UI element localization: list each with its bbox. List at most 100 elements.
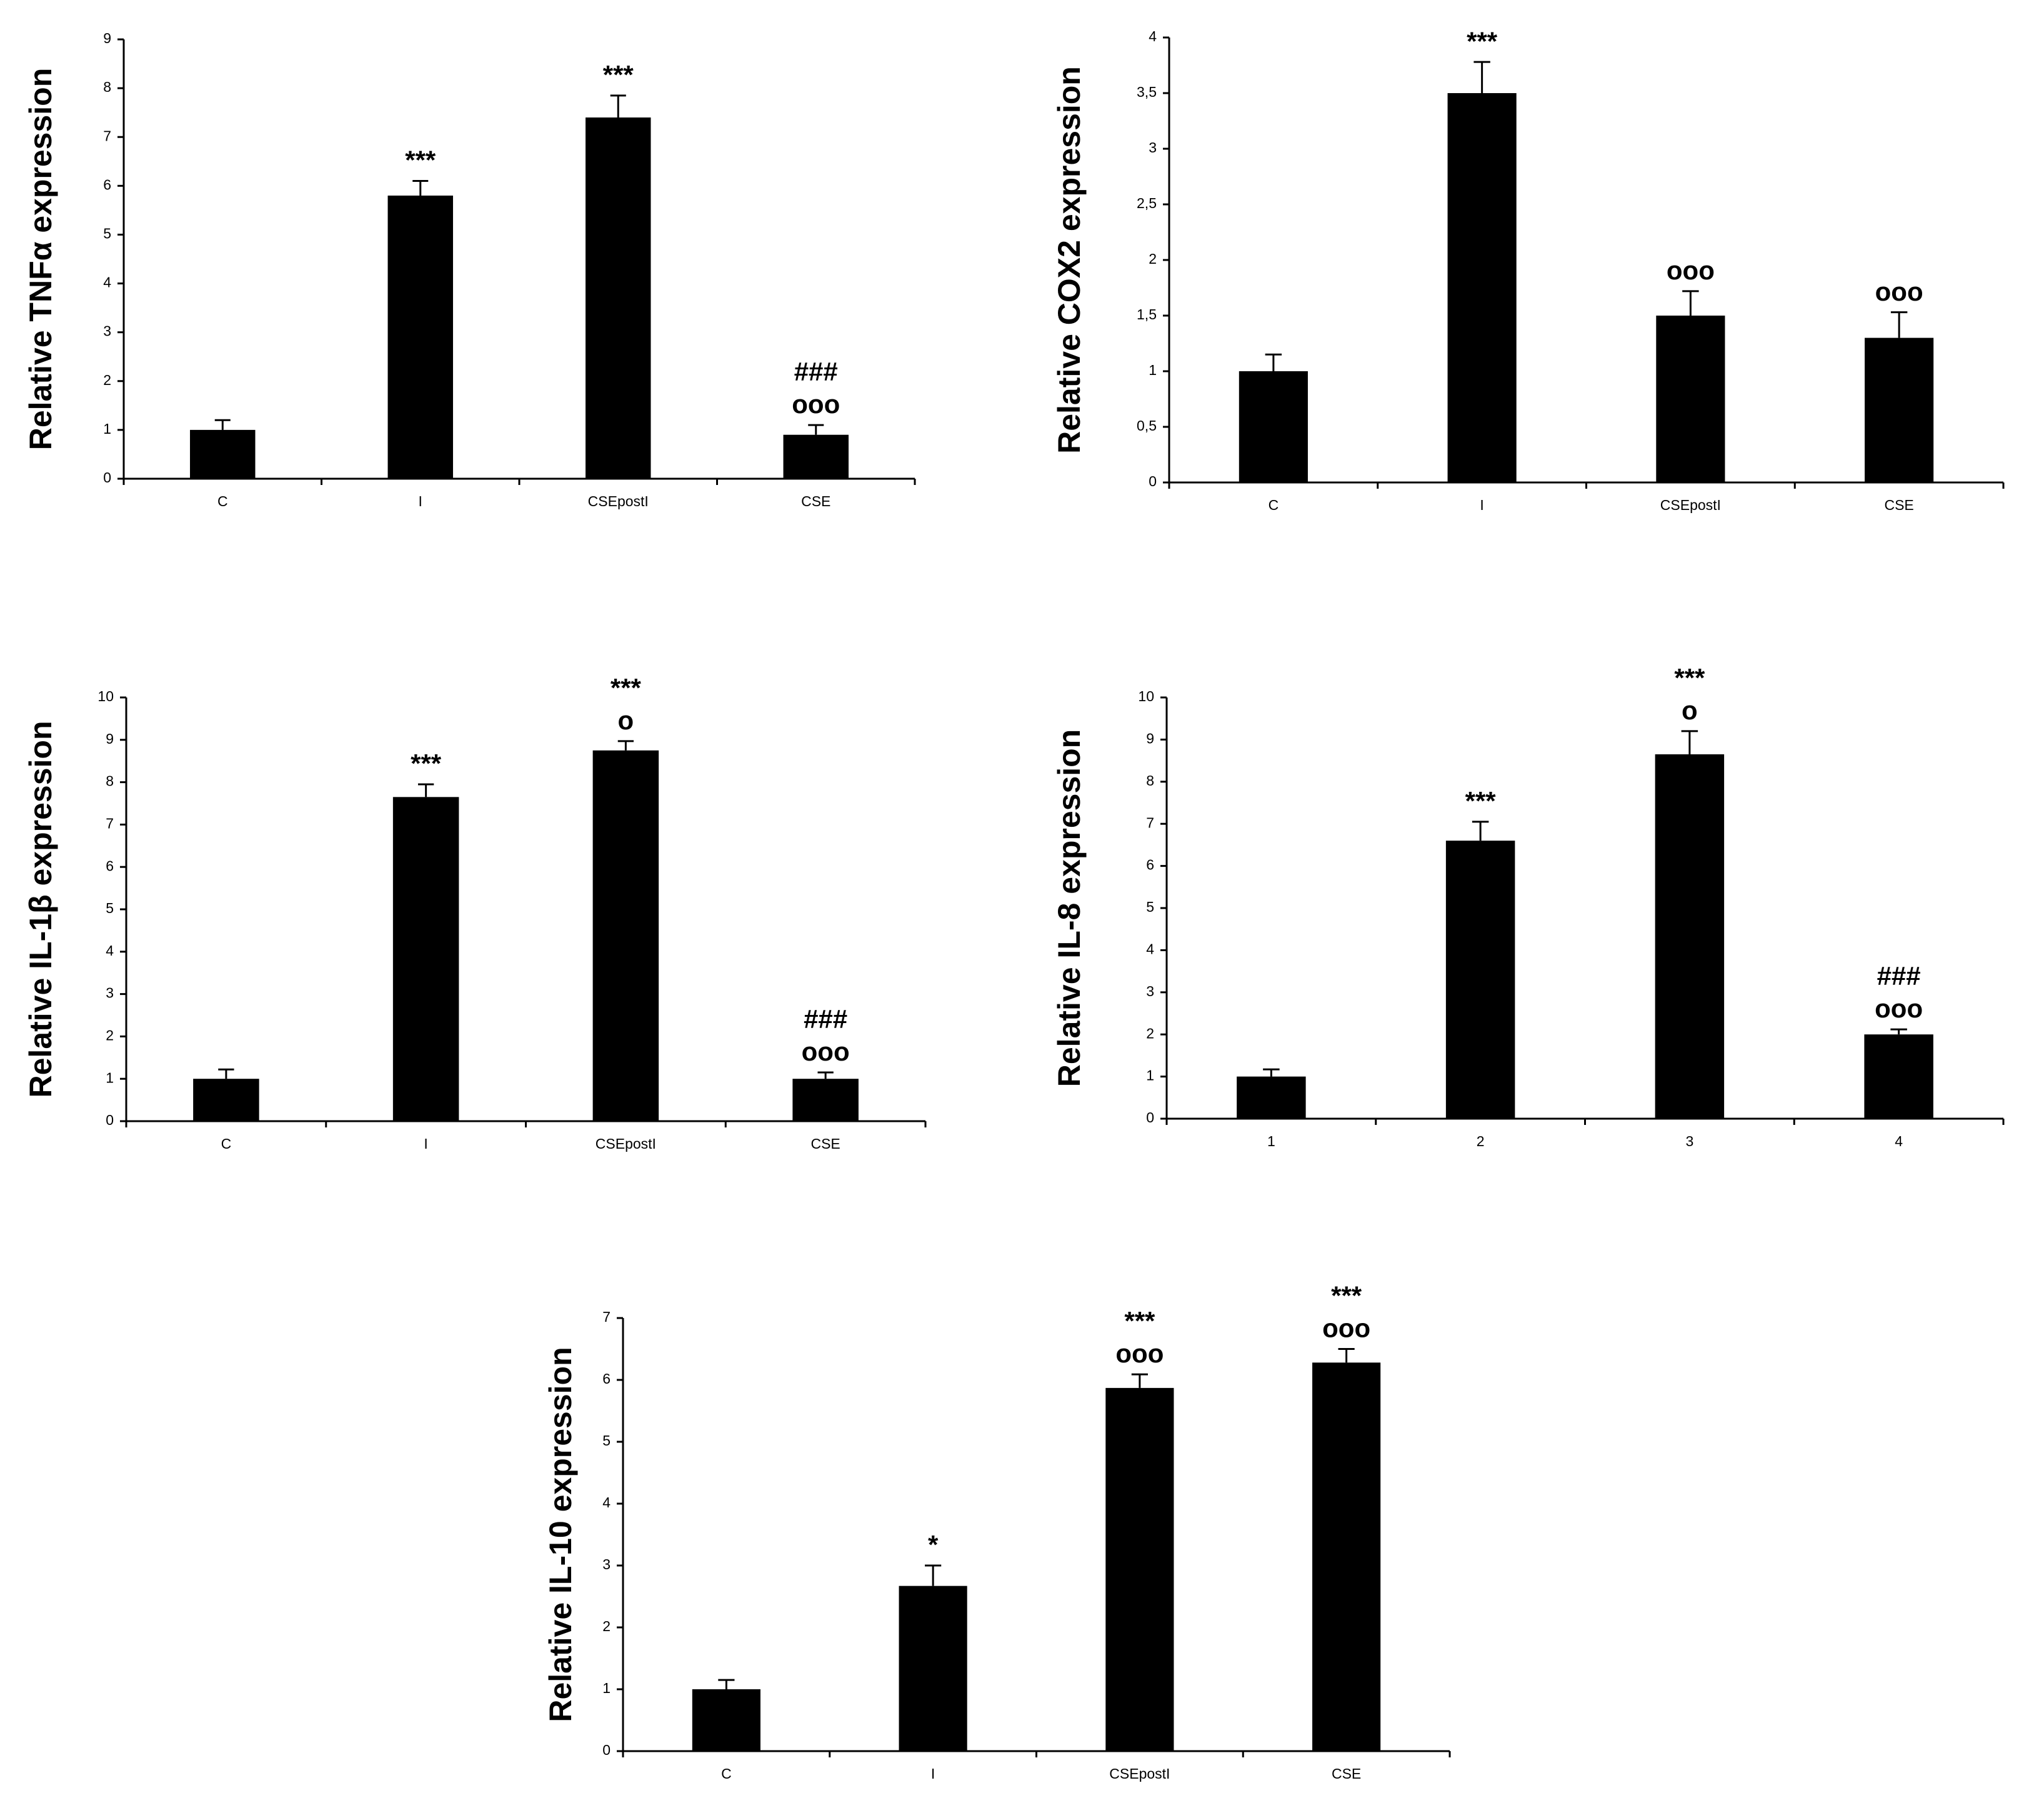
y-tick-label: 8: [106, 773, 114, 789]
bar: [1447, 93, 1517, 482]
y-tick-label: 2: [602, 1618, 611, 1634]
y-tick-label: 0: [103, 469, 111, 486]
significance-mark: ***: [603, 60, 634, 89]
significance-mark: o: [1682, 696, 1698, 725]
y-tick-label: 5: [106, 900, 114, 916]
y-tick-label: 5: [1146, 899, 1154, 915]
y-tick-label: 3: [1149, 139, 1157, 156]
significance-mark: ###: [804, 1004, 847, 1034]
chart: Relative COX2 expression 0 0,5 1 1,5 2 2,5 3 3,5…: [1052, 26, 2005, 513]
x-tick-label: CSE: [810, 1136, 840, 1152]
y-tick-label: 7: [602, 1309, 611, 1325]
x-tick-label: C: [221, 1136, 232, 1152]
significance-mark: *: [928, 1530, 939, 1559]
y-tick-label: 1: [103, 421, 111, 437]
x-tick-label: C: [1269, 497, 1279, 513]
y-tick-label: 10: [97, 688, 114, 704]
x-tick-label: 1: [1267, 1133, 1275, 1149]
chart: Relative TNFα expression 0 1 2 3 4 5 6 7 8 9 C I *** C…: [23, 30, 916, 509]
significance-mark: ooo: [1875, 994, 1923, 1023]
y-tick-label: 0: [602, 1742, 611, 1758]
significance-mark: ooo: [802, 1037, 850, 1066]
bar: [1237, 1076, 1306, 1119]
y-tick-label: 6: [1146, 857, 1154, 873]
x-tick-label: CSE: [801, 493, 830, 509]
significance-mark: ***: [1331, 1281, 1362, 1311]
significance-mark: ooo: [792, 389, 840, 419]
bar: [1655, 754, 1725, 1119]
bar: [1105, 1387, 1174, 1751]
significance-mark: ***: [611, 673, 642, 702]
x-tick-label: I: [931, 1766, 935, 1782]
y-tick-label: 5: [103, 226, 111, 242]
y-tick-label: 2,5: [1137, 195, 1157, 211]
y-axis-label: Relative COX2 expression: [1052, 66, 1087, 454]
x-tick-label: 3: [1685, 1133, 1693, 1149]
y-tick-label: 5: [602, 1432, 611, 1449]
y-tick-label: 2: [106, 1027, 114, 1043]
significance-mark: ###: [1877, 961, 1921, 991]
y-tick-label: 1: [106, 1069, 114, 1086]
chart: Relative IL-10 expression 0 1 2 3 4 5 6 7 C I * CSEp…: [543, 1281, 1451, 1782]
significance-mark: ***: [1124, 1306, 1155, 1336]
y-tick-label: 9: [106, 731, 114, 747]
significance-mark: ***: [1674, 663, 1705, 692]
bar: [1864, 1034, 1933, 1119]
significance-mark: ***: [405, 146, 436, 175]
x-tick-label: CSE: [1884, 497, 1913, 513]
y-tick-label: 3: [1146, 983, 1154, 999]
y-tick-label: 4: [1149, 28, 1157, 44]
y-tick-label: 4: [1146, 941, 1154, 957]
significance-mark: ***: [1467, 26, 1498, 56]
bar: [193, 1079, 259, 1121]
significance-mark: ooo: [1875, 277, 1923, 306]
y-tick-label: 7: [106, 815, 114, 831]
bar: [592, 750, 659, 1121]
y-tick-label: 0: [1149, 473, 1157, 489]
y-axis-label: Relative IL-10 expression: [543, 1347, 578, 1722]
y-tick-label: 8: [103, 79, 111, 95]
significance-mark: ###: [794, 357, 838, 386]
y-tick-label: 0: [1146, 1109, 1154, 1126]
x-tick-label: C: [721, 1766, 732, 1782]
y-tick-label: 6: [602, 1371, 611, 1387]
y-tick-label: 3: [602, 1556, 611, 1572]
x-tick-label: 4: [1895, 1133, 1903, 1149]
y-axis-label: Relative IL-8 expression: [1052, 729, 1087, 1087]
y-tick-label: 0: [106, 1112, 114, 1128]
y-tick-label: 4: [103, 274, 111, 291]
y-tick-label: 1: [1146, 1067, 1154, 1084]
y-tick-label: 8: [1146, 772, 1154, 789]
y-axis-label: Relative IL-1β expression: [23, 721, 58, 1098]
x-tick-label: CSE: [1332, 1766, 1361, 1782]
x-tick-label: CSEpostI: [596, 1136, 656, 1152]
chart: Relative IL-1β expression 0 1 2 3 4 5 6 7 8 9 10 C I *…: [23, 673, 927, 1152]
y-tick-label: 0,5: [1137, 417, 1157, 434]
bar: [190, 429, 256, 479]
y-tick-label: 1: [1149, 362, 1157, 378]
y-tick-label: 4: [602, 1494, 611, 1511]
x-tick-label: 2: [1477, 1133, 1485, 1149]
y-tick-label: 4: [106, 942, 114, 959]
significance-mark: ***: [411, 749, 442, 778]
significance-mark: o: [618, 706, 634, 735]
x-tick-label: CSEpostI: [1109, 1766, 1170, 1782]
x-tick-label: I: [1480, 497, 1483, 513]
y-tick-label: 7: [1146, 814, 1154, 831]
bar: [692, 1689, 760, 1751]
y-tick-label: 9: [1146, 730, 1154, 746]
significance-mark: ooo: [1667, 256, 1715, 285]
x-tick-label: C: [217, 493, 228, 509]
x-tick-label: I: [419, 493, 422, 509]
bar: [1312, 1362, 1381, 1751]
bar: [783, 434, 849, 479]
y-tick-label: 2: [103, 372, 111, 388]
significance-mark: ooo: [1322, 1314, 1370, 1343]
bar: [792, 1079, 859, 1121]
x-tick-label: CSEpostI: [588, 493, 649, 509]
y-tick-label: 2: [1146, 1025, 1154, 1041]
y-axis-label: Relative TNFα expression: [23, 68, 58, 451]
bar: [387, 195, 453, 479]
